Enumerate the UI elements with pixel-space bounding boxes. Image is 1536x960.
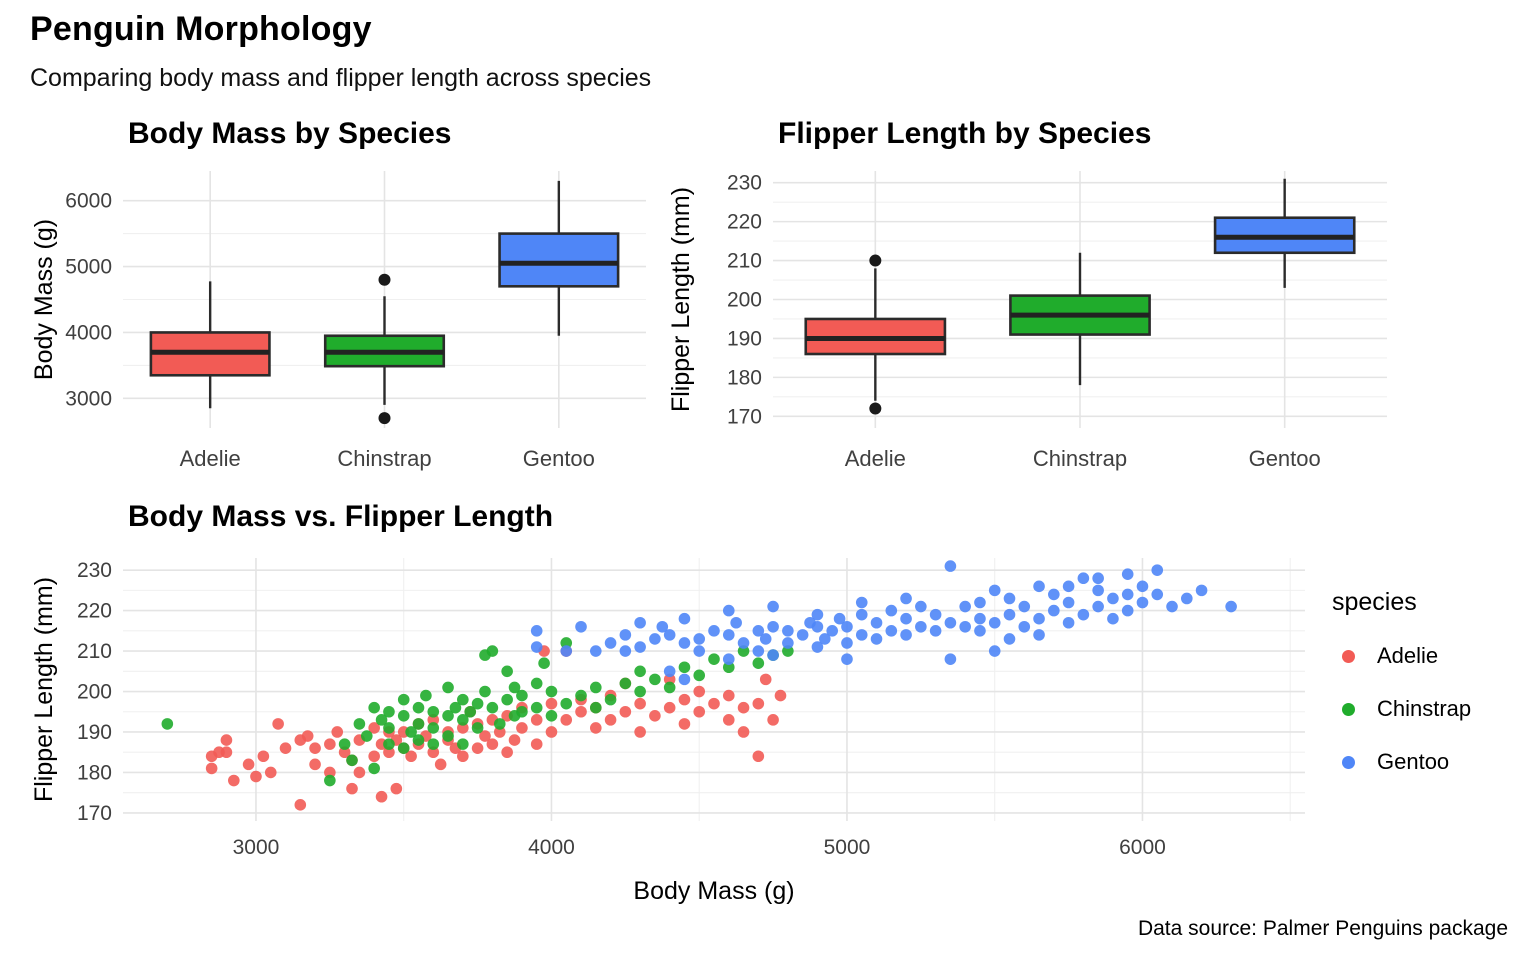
adelie-dot-icon bbox=[1342, 649, 1355, 663]
legend-label: Gentoo bbox=[1377, 749, 1450, 774]
y-tick-label: 210 bbox=[727, 250, 762, 273]
box-adelie bbox=[149, 281, 271, 409]
outlier-point bbox=[378, 412, 391, 425]
chart-mass-vs-flipper-scatter: 170 180 190 200 210 220 230 3000 4000 5000 6000 Bod… bbox=[30, 500, 1305, 905]
y-tick-label: 220 bbox=[727, 211, 762, 234]
x-tick-label: 3000 bbox=[233, 836, 280, 859]
legend: species Adelie Chinstrap Gentoo bbox=[1328, 588, 1528, 802]
y-tick-label: 3000 bbox=[65, 387, 112, 410]
page-subtitle: Comparing body mass and flipper length a… bbox=[30, 64, 652, 92]
y-tick-label: 230 bbox=[77, 559, 112, 582]
panel-title: Body Mass by Species bbox=[128, 117, 451, 150]
y-tick-label: 170 bbox=[727, 405, 762, 428]
gentoo-dot-icon bbox=[1342, 755, 1355, 769]
legend-item-gentoo: Gentoo bbox=[1328, 749, 1528, 775]
caption: Data source: Palmer Penguins package bbox=[1137, 917, 1508, 940]
x-category-label: Chinstrap bbox=[1033, 446, 1127, 471]
chinstrap-dot-icon bbox=[1342, 702, 1355, 716]
y-axis-title: Flipper Length (mm) bbox=[30, 577, 58, 802]
outlier-point bbox=[869, 402, 882, 415]
y-tick-label: 4000 bbox=[65, 321, 112, 344]
y-tick-label: 200 bbox=[727, 289, 762, 312]
x-category-label: Adelie bbox=[845, 446, 906, 471]
y-axis-title: Body Mass (g) bbox=[30, 219, 58, 380]
panel-title: Body Mass vs. Flipper Length bbox=[128, 500, 553, 533]
box-chinstrap bbox=[323, 273, 446, 425]
x-tick-label: 6000 bbox=[1119, 836, 1166, 859]
y-tick-label: 5000 bbox=[65, 256, 112, 279]
box-chinstrap bbox=[1009, 252, 1151, 386]
y-tick-label: 6000 bbox=[65, 190, 112, 213]
x-category-label: Adelie bbox=[180, 446, 241, 471]
legend-item-chinstrap: Chinstrap bbox=[1328, 696, 1528, 722]
x-category-label: Gentoo bbox=[523, 446, 595, 471]
y-tick-label: 230 bbox=[727, 172, 762, 195]
chart-flipper-length-boxplot: 170 180 190 200 210 220 230 Adelie Chinstrap Gent… bbox=[667, 117, 1387, 471]
y-axis-title: Flipper Length (mm) bbox=[667, 187, 695, 412]
legend-title: species bbox=[1332, 588, 1417, 616]
y-tick-label: 180 bbox=[77, 761, 112, 784]
y-tick-label: 210 bbox=[77, 640, 112, 663]
box-gentoo bbox=[498, 180, 620, 336]
outlier-point bbox=[378, 273, 391, 286]
panel-title: Flipper Length by Species bbox=[778, 117, 1151, 150]
legend-label: Adelie bbox=[1377, 643, 1439, 668]
legend-label: Chinstrap bbox=[1377, 696, 1472, 721]
points-chinstrap bbox=[161, 637, 794, 787]
x-tick-label: 5000 bbox=[824, 836, 871, 859]
y-tick-label: 190 bbox=[727, 327, 762, 350]
outlier-point bbox=[869, 254, 882, 267]
page-title: Penguin Morphology bbox=[30, 10, 372, 48]
points-adelie bbox=[205, 645, 787, 811]
y-tick-label: 200 bbox=[77, 681, 112, 704]
y-tick-label: 170 bbox=[77, 802, 112, 825]
y-tick-label: 220 bbox=[77, 600, 112, 623]
y-tick-label: 180 bbox=[727, 366, 762, 389]
chart-body-mass-boxplot: 3000 4000 5000 6000 Adelie Chinstrap Gentoo Bod… bbox=[30, 117, 646, 471]
y-tick-label: 190 bbox=[77, 721, 112, 744]
box-adelie bbox=[804, 254, 947, 415]
x-category-label: Gentoo bbox=[1249, 446, 1321, 471]
legend-item-adelie: Adelie bbox=[1328, 643, 1528, 669]
points-gentoo bbox=[530, 560, 1237, 686]
x-category-label: Chinstrap bbox=[337, 446, 431, 471]
x-tick-label: 4000 bbox=[528, 836, 575, 859]
box-gentoo bbox=[1213, 178, 1356, 288]
x-axis-title: Body Mass (g) bbox=[633, 877, 794, 905]
